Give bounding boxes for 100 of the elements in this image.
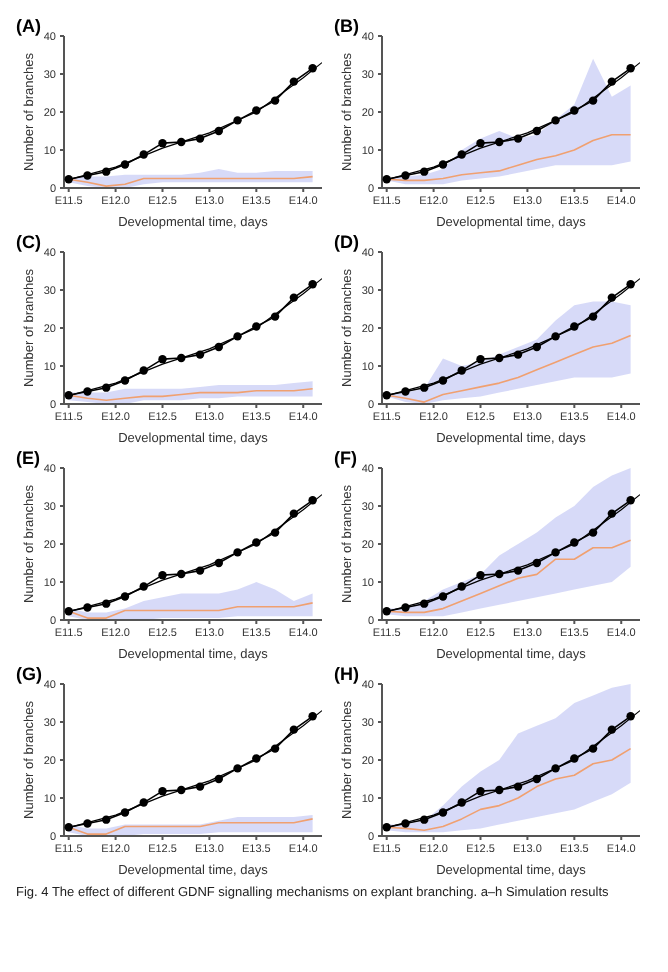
point <box>177 785 186 795</box>
point <box>551 332 560 341</box>
point <box>139 582 148 591</box>
point <box>289 509 299 518</box>
point <box>120 808 130 817</box>
point <box>457 150 466 159</box>
point <box>401 171 410 180</box>
point <box>195 134 205 143</box>
point <box>120 160 130 169</box>
point <box>607 725 617 734</box>
point <box>233 764 242 773</box>
chart-title: (E) <box>16 448 40 468</box>
point <box>158 354 167 364</box>
point <box>214 126 223 136</box>
point <box>532 126 541 136</box>
point <box>476 354 485 364</box>
point <box>64 391 73 400</box>
chart-title: (H) <box>334 664 359 684</box>
point <box>457 366 466 375</box>
point <box>158 138 167 148</box>
point <box>532 342 541 352</box>
point <box>588 312 598 321</box>
point <box>64 823 73 832</box>
point <box>401 387 410 396</box>
point <box>195 782 205 791</box>
point <box>308 280 317 289</box>
point <box>233 116 242 125</box>
point <box>158 786 167 796</box>
point <box>476 138 485 148</box>
point <box>289 293 299 302</box>
point <box>495 137 504 147</box>
point <box>495 353 504 363</box>
point <box>252 754 261 763</box>
point <box>102 383 111 392</box>
point <box>438 592 448 601</box>
point <box>532 774 541 784</box>
point <box>495 785 504 795</box>
line-series <box>67 602 314 619</box>
point <box>420 167 429 176</box>
point <box>139 150 148 159</box>
point <box>233 332 242 341</box>
point <box>252 538 261 547</box>
point <box>102 167 111 176</box>
chart-title: (A) <box>16 16 41 36</box>
point <box>289 725 299 734</box>
point <box>513 350 523 359</box>
point <box>102 599 111 608</box>
chart-title: (B) <box>334 16 359 36</box>
point <box>177 137 186 147</box>
point <box>513 782 523 791</box>
point <box>626 712 635 721</box>
point <box>457 798 466 807</box>
point <box>588 528 598 537</box>
point <box>513 566 523 575</box>
point <box>382 175 391 184</box>
point <box>551 548 560 557</box>
chart-title: (D) <box>334 232 359 252</box>
point <box>476 570 485 580</box>
point <box>177 569 186 579</box>
point <box>64 175 73 184</box>
point <box>513 134 523 143</box>
line-series <box>385 334 632 403</box>
point <box>401 603 410 612</box>
point <box>64 607 73 616</box>
point <box>570 322 579 331</box>
point <box>532 558 541 568</box>
point <box>233 548 242 557</box>
point <box>270 312 280 321</box>
point <box>139 798 148 807</box>
point <box>177 353 186 363</box>
point <box>438 160 448 169</box>
point <box>607 509 617 518</box>
point <box>457 582 466 591</box>
line-series <box>385 747 632 832</box>
point <box>308 496 317 505</box>
point <box>438 376 448 385</box>
point <box>495 569 504 579</box>
point <box>420 599 429 608</box>
point <box>476 786 485 796</box>
chart-title: (F) <box>334 448 357 468</box>
point <box>626 496 635 505</box>
point <box>420 383 429 392</box>
point <box>438 808 448 817</box>
point <box>270 96 280 105</box>
point <box>308 64 317 73</box>
point <box>158 570 167 580</box>
point <box>607 77 617 86</box>
chart-title: (G) <box>16 664 42 684</box>
point <box>551 116 560 125</box>
point <box>420 815 429 824</box>
point <box>83 171 92 180</box>
point <box>382 391 391 400</box>
point <box>252 322 261 331</box>
point <box>83 603 92 612</box>
chart-title: (C) <box>16 232 41 252</box>
point <box>607 293 617 302</box>
point <box>626 64 635 73</box>
point <box>570 754 579 763</box>
point <box>214 774 223 784</box>
point <box>270 744 280 753</box>
